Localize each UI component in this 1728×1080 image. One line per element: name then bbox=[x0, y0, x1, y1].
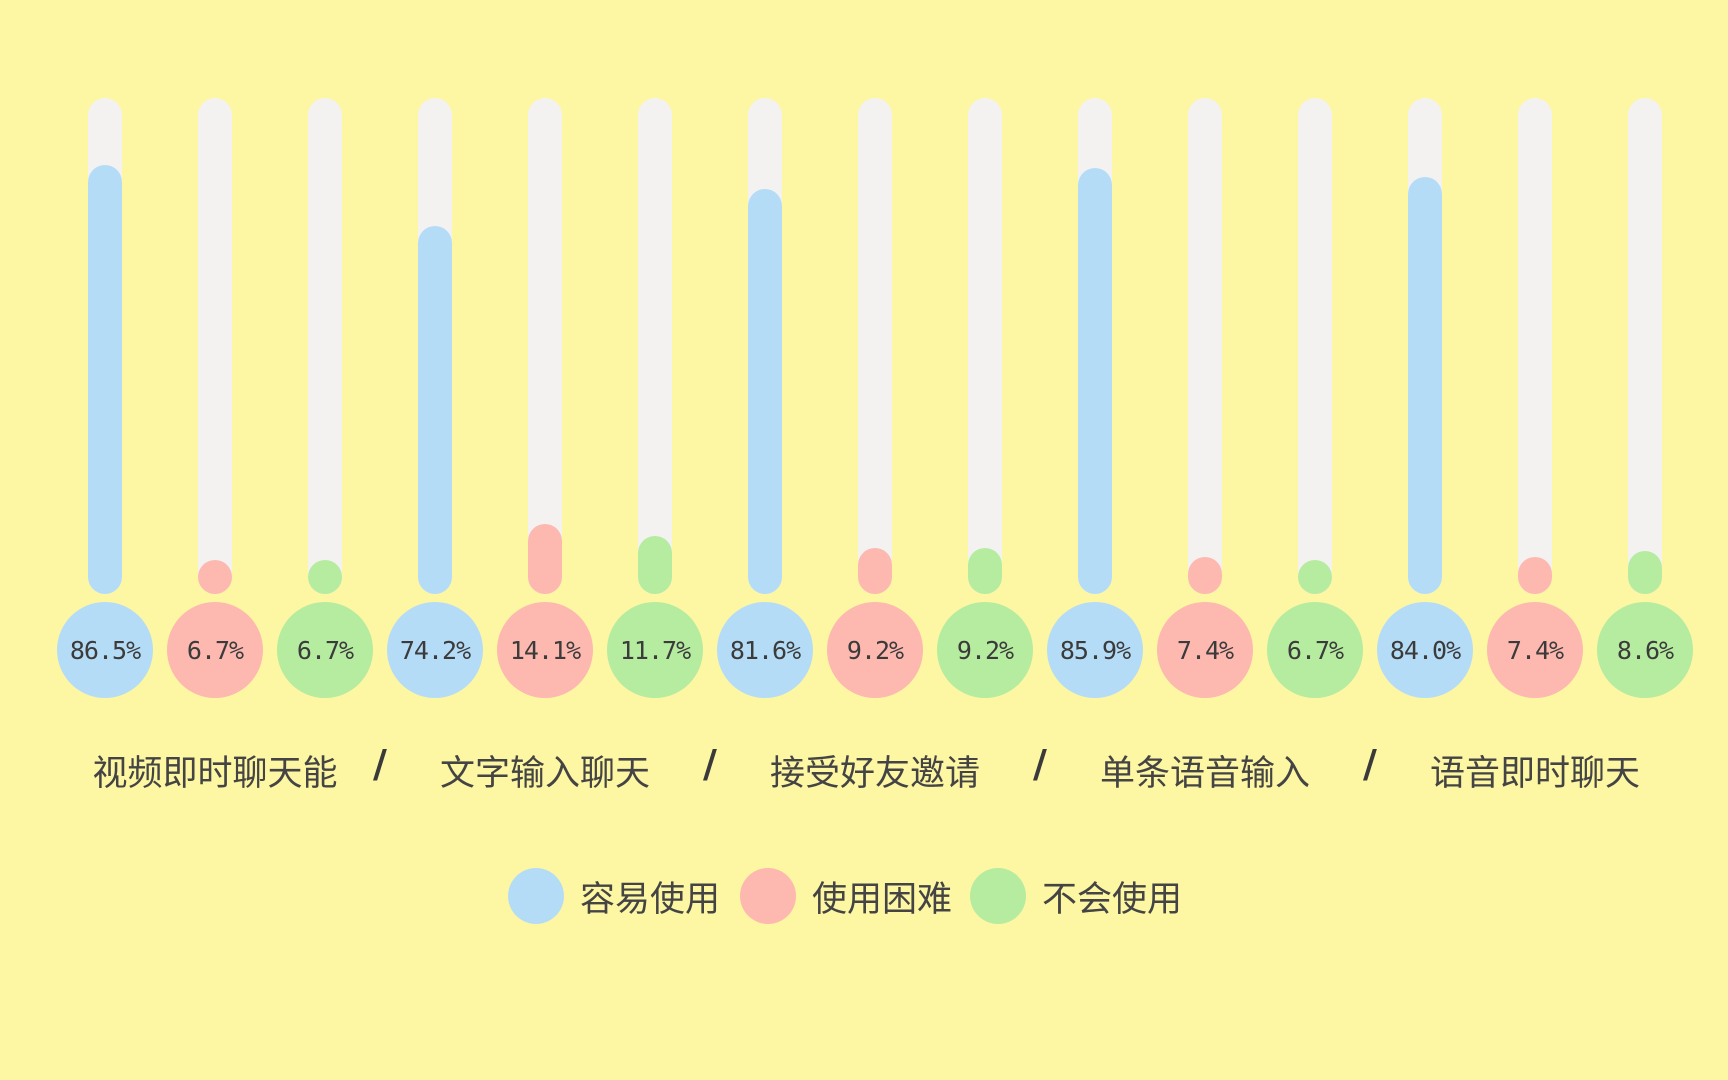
bar-fill bbox=[638, 536, 672, 594]
value-label: 6.7% bbox=[167, 602, 263, 698]
value-label: 11.7% bbox=[607, 602, 703, 698]
category-label: 接受好友邀请 bbox=[769, 754, 981, 794]
value-label: 84.0% bbox=[1377, 602, 1473, 698]
legend-swatch bbox=[508, 868, 564, 924]
category-separator: / bbox=[703, 742, 717, 786]
category-label: 单条语音输入 bbox=[1099, 754, 1311, 794]
value-label: 86.5% bbox=[57, 602, 153, 698]
value-label: 14.1% bbox=[497, 602, 593, 698]
category-label: 视频即时聊天能 bbox=[92, 754, 338, 794]
value-label: 85.9% bbox=[1047, 602, 1143, 698]
value-label: 9.2% bbox=[827, 602, 923, 698]
bar-track bbox=[198, 98, 232, 594]
bar-fill bbox=[1518, 557, 1552, 594]
category-separator: / bbox=[1363, 742, 1377, 786]
bar-fill bbox=[1188, 557, 1222, 594]
value-label: 7.4% bbox=[1487, 602, 1583, 698]
legend-swatch bbox=[970, 868, 1026, 924]
legend-label: 不会使用 bbox=[1042, 879, 1183, 920]
bar-track bbox=[1188, 98, 1222, 594]
bar-track bbox=[638, 98, 672, 594]
legend-item: 使用困难 bbox=[740, 868, 952, 924]
bar-track bbox=[858, 98, 892, 594]
value-label: 8.6% bbox=[1597, 602, 1693, 698]
bar-track bbox=[1628, 98, 1662, 594]
value-label: 6.7% bbox=[1267, 602, 1363, 698]
value-label: 6.7% bbox=[277, 602, 373, 698]
bar-track bbox=[1298, 98, 1332, 594]
legend-label: 容易使用 bbox=[580, 879, 721, 920]
value-label: 7.4% bbox=[1157, 602, 1253, 698]
bar-fill bbox=[198, 560, 232, 594]
legend-item: 不会使用 bbox=[970, 868, 1182, 924]
bar-track bbox=[308, 98, 342, 594]
value-label: 9.2% bbox=[937, 602, 1033, 698]
bar-fill bbox=[968, 548, 1002, 594]
bar-track bbox=[528, 98, 562, 594]
bar-fill bbox=[1078, 168, 1112, 594]
bar-fill bbox=[1298, 560, 1332, 594]
legend-item: 容易使用 bbox=[508, 868, 720, 924]
bar-track bbox=[968, 98, 1002, 594]
bar-fill bbox=[308, 560, 342, 594]
bar-fill bbox=[858, 548, 892, 594]
bar-fill bbox=[418, 226, 452, 594]
bar-track bbox=[1518, 98, 1552, 594]
bar-fill bbox=[88, 165, 122, 594]
legend-label: 使用困难 bbox=[812, 879, 953, 920]
legend-swatch bbox=[740, 868, 796, 924]
bar-fill bbox=[748, 189, 782, 594]
value-label: 81.6% bbox=[717, 602, 813, 698]
bar-fill bbox=[1408, 177, 1442, 594]
bar-fill bbox=[528, 524, 562, 594]
category-label: 文字输入聊天 bbox=[439, 754, 651, 794]
category-label: 语音即时聊天 bbox=[1429, 754, 1641, 794]
category-separator: / bbox=[1033, 742, 1047, 786]
category-separator: / bbox=[373, 742, 387, 786]
bar-fill bbox=[1628, 551, 1662, 594]
value-label: 74.2% bbox=[387, 602, 483, 698]
